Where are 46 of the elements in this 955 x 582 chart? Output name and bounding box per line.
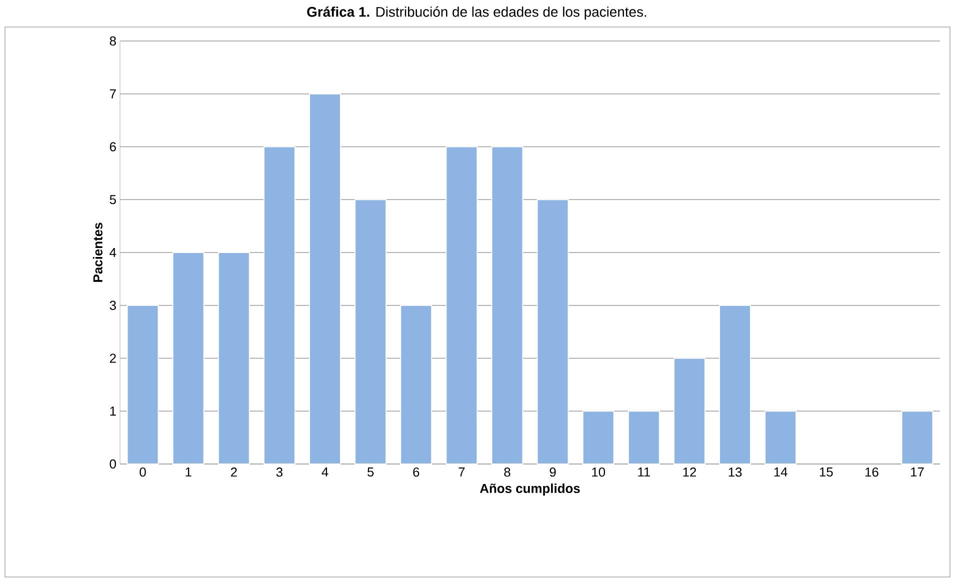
chart-title: Gráfica 1. Distribución de las edades de los pacientes.: [307, 6, 646, 20]
bar: [628, 410, 660, 464]
x-tick-label: 17: [911, 468, 924, 476]
x-tick-label: 10: [592, 468, 606, 477]
y-tick-label: 1: [110, 406, 116, 416]
y-tick-label: 5: [110, 195, 116, 204]
x-tick-label: 13: [728, 468, 742, 477]
y-tick-label: 6: [110, 142, 116, 152]
bar: [263, 146, 296, 464]
y-axis-title: Pacientes: [92, 222, 102, 282]
x-tick-label: 8: [504, 468, 510, 477]
x-tick-label: 5: [367, 468, 374, 477]
x-tick-label: 7: [458, 468, 465, 476]
y-tick-label: 0: [110, 459, 116, 469]
bar: [764, 410, 797, 464]
x-tick-label: 6: [413, 468, 420, 477]
x-tick-label: 15: [820, 468, 833, 477]
bar: [719, 304, 752, 464]
x-tick-label: 11: [638, 468, 650, 476]
bar: [218, 252, 250, 464]
y-tick-label: 2: [110, 354, 116, 363]
x-axis-title: Años cumplidos: [480, 484, 580, 496]
bar: [126, 304, 159, 464]
bar: [673, 358, 706, 464]
x-tick-label: 16: [865, 468, 878, 477]
x-tick-label: 1: [186, 468, 192, 476]
y-tick-label: 3: [110, 300, 116, 310]
bar: [400, 304, 432, 464]
x-tick-label: 3: [276, 468, 282, 477]
y-tick-label: 8: [110, 36, 116, 46]
x-tick-label: 9: [550, 468, 556, 477]
bar: [309, 93, 342, 464]
x-tick-label: 12: [683, 468, 696, 477]
bar: [491, 146, 524, 464]
bar: [354, 199, 387, 464]
x-tick-label: 4: [322, 468, 328, 476]
x-tick-label: 14: [774, 468, 788, 476]
x-tick-label: 0: [140, 468, 146, 477]
bar: [446, 146, 478, 464]
x-tick-label: 2: [230, 468, 237, 477]
y-tick-label: 4: [110, 248, 116, 257]
y-tick-label: 7: [110, 89, 116, 98]
bar: [582, 410, 614, 464]
bar: [901, 410, 934, 464]
bar: [536, 199, 569, 464]
bar: [172, 252, 204, 464]
